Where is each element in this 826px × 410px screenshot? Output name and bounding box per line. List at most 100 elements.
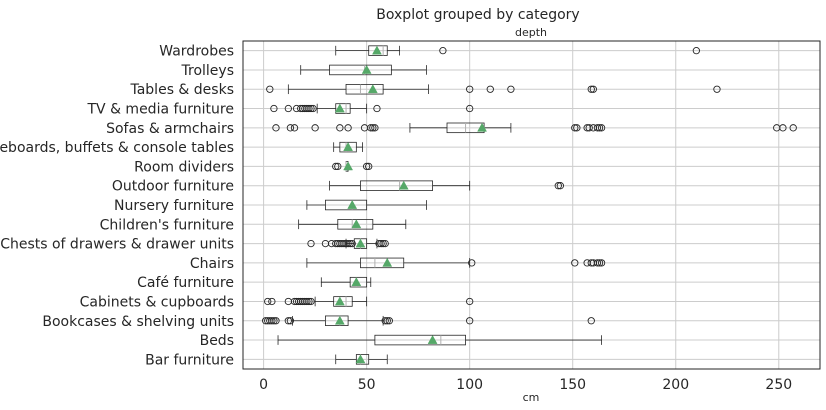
x-tick-label: 200	[662, 377, 689, 393]
x-tick-label: 150	[559, 377, 586, 393]
flier-point	[369, 124, 377, 132]
chart-title: depth	[515, 26, 547, 39]
flier-point	[264, 297, 272, 306]
x-axis-label: cm	[523, 391, 540, 404]
flier-point	[268, 297, 276, 306]
flier-point	[381, 317, 389, 325]
flier-point	[305, 297, 313, 306]
plot-frame	[242, 40, 821, 370]
flier-point	[307, 297, 315, 306]
flier-point	[348, 239, 356, 248]
flier-point	[554, 182, 562, 190]
flier-point	[311, 124, 319, 132]
flier-point	[713, 85, 721, 93]
flier-point	[379, 239, 387, 248]
flier-point	[270, 317, 278, 325]
flier-point	[286, 317, 295, 325]
mean-marker	[382, 257, 393, 267]
flier-point	[779, 124, 787, 132]
flier-point	[466, 317, 474, 325]
flier-point	[362, 162, 371, 171]
category-label: Sideboards, buffets & console tables	[0, 140, 234, 156]
category-label: Cabinets & cupboards	[80, 294, 234, 310]
box	[325, 199, 368, 211]
flier-point	[268, 317, 276, 325]
category-label: Chairs	[190, 256, 234, 272]
flier-point	[305, 104, 313, 113]
mean-marker	[427, 335, 438, 344]
category-label: Chests of drawers & drawer units	[0, 237, 234, 253]
box	[368, 45, 388, 56]
box	[360, 180, 433, 191]
category-label: Beds	[200, 333, 234, 349]
flier-point	[284, 104, 292, 113]
flier-point	[383, 317, 391, 325]
flier-point	[266, 85, 274, 93]
flier-point	[571, 124, 579, 132]
box	[374, 334, 466, 346]
box	[360, 257, 405, 269]
flier-point	[344, 239, 352, 248]
box	[325, 315, 349, 326]
mean-marker	[343, 142, 354, 151]
flier-point	[307, 104, 315, 113]
flier-point	[585, 124, 593, 132]
flier-point	[595, 124, 604, 132]
flier-point	[373, 104, 381, 113]
grid-layer	[243, 41, 820, 369]
category-label: Bar furniture	[145, 352, 234, 368]
plot-layer	[262, 45, 797, 365]
flier-point	[307, 239, 315, 248]
flier-point	[309, 104, 317, 113]
flier-point	[385, 317, 393, 325]
flier-point	[597, 259, 606, 267]
flier-point	[466, 297, 474, 306]
flier-point	[367, 124, 375, 132]
box	[345, 84, 384, 95]
flier-point	[334, 162, 342, 171]
flier-point	[789, 124, 797, 132]
chart-suptitle: Boxplot grouped by category	[376, 7, 579, 23]
x-tick-label: 250	[765, 377, 792, 393]
mean-marker	[351, 219, 362, 229]
mean-marker	[343, 161, 354, 171]
flier-point	[587, 317, 595, 325]
flier-point	[290, 124, 299, 132]
flier-point	[507, 85, 515, 93]
flier-point	[593, 259, 602, 267]
flier-point	[286, 124, 295, 132]
flier-point	[595, 259, 604, 267]
flier-point	[346, 239, 354, 248]
box	[349, 276, 368, 288]
box	[355, 354, 370, 365]
mean-marker	[398, 180, 409, 190]
mean-marker	[355, 238, 366, 248]
flier-point	[466, 85, 474, 93]
category-label: Café furniture	[137, 275, 234, 291]
mean-marker	[477, 122, 487, 132]
flier-point	[468, 259, 476, 267]
mean-marker	[361, 64, 372, 74]
flier-point	[597, 124, 606, 132]
flier-point	[381, 239, 389, 248]
flier-point	[573, 124, 581, 132]
box	[335, 103, 351, 114]
mean-marker	[334, 315, 345, 325]
flier-point	[692, 46, 701, 55]
category-label: TV & media furniture	[86, 102, 234, 118]
mean-marker	[347, 199, 358, 209]
box	[337, 219, 374, 230]
flier-point	[303, 297, 311, 306]
category-label: Room dividers	[134, 159, 234, 175]
mean-marker	[334, 103, 345, 113]
flier-point	[589, 85, 597, 93]
flier-point	[270, 104, 278, 113]
flier-point	[272, 124, 280, 132]
flier-point	[377, 239, 385, 248]
category-label: Children's furniture	[100, 217, 234, 233]
category-label: Tables & desks	[129, 82, 234, 98]
flier-point	[332, 162, 340, 171]
category-label: Nursery furniture	[114, 198, 234, 214]
mean-marker	[355, 354, 366, 364]
